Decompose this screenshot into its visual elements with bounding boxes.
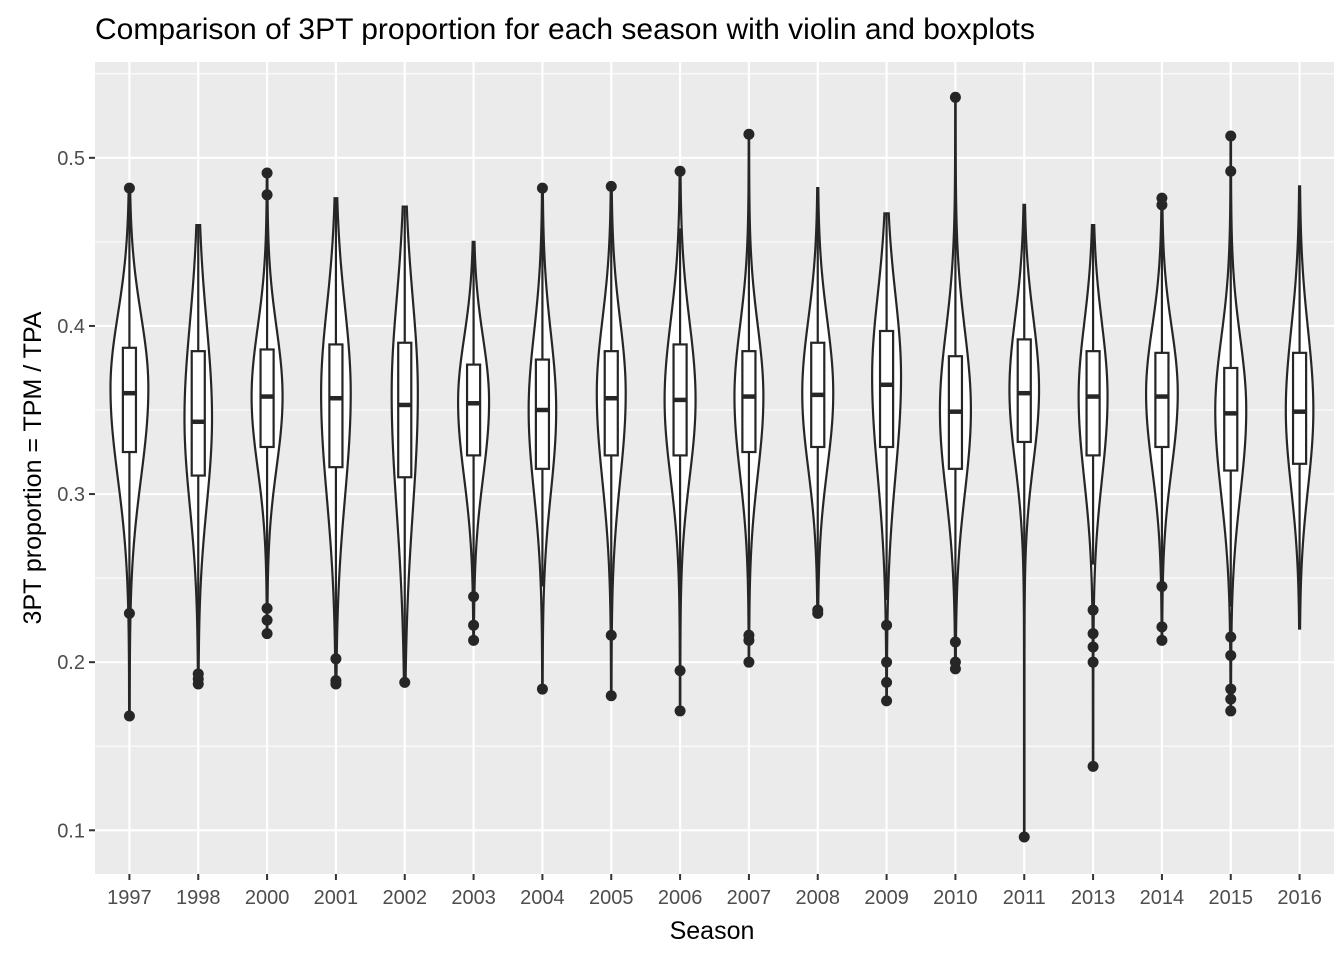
outlier-point-2014 (1156, 192, 1168, 204)
x-tick-label: 1997 (107, 887, 152, 909)
outlier-point-2014 (1156, 581, 1168, 593)
x-tick-label: 2005 (589, 887, 634, 909)
outlier-point-2000 (261, 167, 273, 179)
outlier-point-2003 (468, 619, 480, 631)
x-axis-title: Season (670, 917, 755, 945)
outlier-point-2001 (330, 675, 342, 687)
outlier-point-2006 (674, 705, 686, 717)
outlier-point-2013 (1087, 628, 1099, 640)
outlier-point-2011 (1018, 831, 1030, 843)
x-tick-label: 2009 (864, 887, 909, 909)
outlier-point-2010 (949, 91, 961, 103)
outlier-point-2010 (949, 636, 961, 648)
outlier-point-1997 (123, 182, 135, 194)
box-2014 (1154, 351, 1170, 449)
outlier-point-2007 (743, 128, 755, 140)
box-2003 (465, 363, 482, 457)
y-axis: 0.1 0.2 0.3 0.4 0.5 (57, 148, 95, 842)
x-tick-label: 2001 (314, 887, 359, 909)
box-2007 (741, 350, 757, 454)
chart-title: Comparison of 3PT proportion for each se… (95, 13, 1035, 46)
x-tick-label: 2008 (796, 887, 841, 909)
x-tick-label: 2007 (727, 887, 772, 909)
outlier-point-2009 (881, 619, 893, 631)
box-2016 (1291, 351, 1308, 465)
outlier-point-2005 (605, 180, 617, 192)
box-2001 (328, 343, 344, 469)
x-tick-label: 2015 (1209, 887, 1254, 909)
y-tick-label: 0.4 (57, 316, 85, 338)
box-1998 (190, 350, 206, 477)
x-tick-label: 2016 (1277, 887, 1322, 909)
box-1997 (121, 346, 138, 454)
outlier-point-2006 (674, 665, 686, 677)
outlier-point-2015 (1225, 130, 1237, 142)
outlier-point-2007 (743, 629, 755, 641)
outlier-point-2015 (1225, 631, 1237, 643)
x-tick-label: 2014 (1140, 887, 1185, 909)
outlier-point-1997 (123, 710, 135, 722)
outlier-point-2000 (261, 628, 273, 640)
outlier-point-2004 (536, 683, 548, 695)
outlier-point-2015 (1225, 705, 1237, 717)
box-2011 (1016, 338, 1032, 444)
box-2015 (1223, 366, 1239, 472)
outlier-point-2009 (881, 695, 893, 707)
outlier-point-2015 (1225, 649, 1237, 661)
y-tick-label: 0.1 (57, 820, 85, 842)
outlier-point-2010 (949, 656, 961, 668)
outlier-point-2013 (1087, 641, 1099, 653)
outlier-point-2009 (881, 676, 893, 688)
y-tick-label: 0.5 (57, 148, 85, 170)
x-tick-label: 2013 (1071, 887, 1116, 909)
boxplots (121, 91, 1308, 843)
outlier-point-2007 (743, 656, 755, 668)
x-tick-label: 2003 (451, 887, 496, 909)
outlier-point-2001 (330, 653, 342, 665)
outlier-point-2015 (1225, 693, 1237, 705)
x-tick-label: 2000 (245, 887, 290, 909)
y-axis-title: 3PT proportion = TPM / TPA (19, 311, 47, 624)
x-axis: 1997 1998 2000 2001 2002 2003 2004 2005 2006 2007… (107, 874, 1322, 909)
x-tick-label: 2011 (1003, 887, 1046, 909)
outlier-point-2005 (605, 629, 617, 641)
outlier-point-2002 (399, 676, 411, 688)
outlier-point-1997 (123, 607, 135, 619)
outlier-point-2009 (881, 656, 893, 668)
box-2013 (1085, 350, 1101, 457)
box-2002 (397, 341, 413, 479)
outlier-point-2015 (1225, 683, 1237, 695)
plot-panel (95, 62, 1334, 874)
x-tick-label: 2004 (520, 887, 565, 909)
outlier-point-2013 (1087, 656, 1099, 668)
outlier-point-2000 (261, 602, 273, 614)
x-tick-label: 1998 (176, 887, 221, 909)
outlier-point-2008 (812, 604, 824, 616)
y-tick-label: 0.3 (57, 484, 85, 506)
outlier-point-2013 (1087, 760, 1099, 772)
y-tick-label: 0.2 (57, 652, 85, 674)
outlier-point-2005 (605, 690, 617, 702)
outlier-point-2013 (1087, 604, 1099, 616)
x-tick-label: 2006 (658, 887, 703, 909)
outlier-point-1998 (192, 668, 204, 680)
box-2005 (603, 350, 619, 457)
x-tick-label: 2010 (933, 887, 978, 909)
outlier-point-2004 (536, 182, 548, 194)
outlier-point-2003 (468, 591, 480, 603)
outlier-point-2000 (261, 614, 273, 626)
outlier-point-2003 (468, 634, 480, 646)
box-2004 (534, 358, 551, 470)
outlier-point-2000 (261, 189, 273, 201)
outlier-point-2014 (1156, 634, 1168, 646)
box-2009 (878, 329, 895, 449)
x-tick-label: 2002 (383, 887, 428, 909)
outlier-point-2006 (674, 165, 686, 177)
outlier-point-2014 (1156, 621, 1168, 633)
outlier-point-2015 (1225, 165, 1237, 177)
